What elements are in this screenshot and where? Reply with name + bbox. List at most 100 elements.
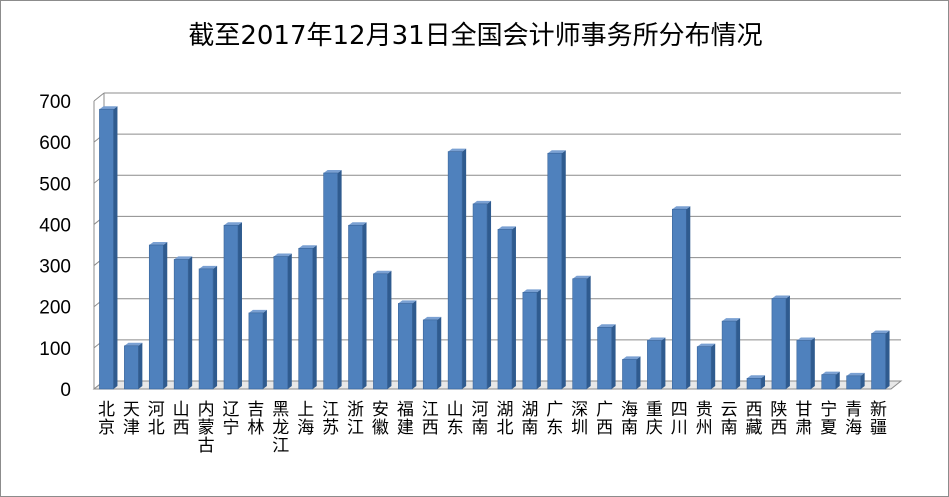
bar-side bbox=[262, 309, 267, 389]
y-tick-label: 500 bbox=[39, 174, 71, 195]
bar-top bbox=[273, 253, 292, 257]
bar-top bbox=[174, 256, 193, 260]
bar-front bbox=[771, 298, 787, 390]
bar-front bbox=[622, 359, 637, 390]
bar-front bbox=[647, 340, 662, 390]
x-tick-label: 新疆 bbox=[870, 400, 887, 438]
bar-side bbox=[163, 242, 168, 389]
bar-front bbox=[597, 326, 612, 390]
x-tick-label: 青海 bbox=[845, 400, 862, 438]
bar bbox=[323, 170, 342, 390]
bar-top bbox=[522, 289, 541, 293]
bar-side bbox=[761, 375, 766, 389]
bar-top bbox=[248, 309, 267, 313]
bar-top bbox=[323, 170, 342, 173]
x-axis-labels: 北京天津河北山西内蒙古辽宁吉林黑龙江上海江苏浙江安徽福建江西山东河南湖北湖南广东… bbox=[98, 400, 887, 456]
bar-front bbox=[348, 224, 363, 390]
gridline-side bbox=[93, 92, 105, 102]
bar bbox=[148, 242, 168, 390]
bar-side bbox=[511, 226, 516, 389]
bar-top bbox=[199, 265, 218, 269]
bar-front bbox=[273, 256, 289, 390]
y-tick-label: 200 bbox=[39, 298, 71, 319]
bar-front bbox=[547, 152, 563, 390]
x-tick-label: 河南 bbox=[472, 400, 489, 438]
bar bbox=[398, 300, 417, 390]
bar-side bbox=[462, 148, 467, 389]
y-tick-label: 300 bbox=[39, 257, 71, 278]
bar bbox=[223, 222, 242, 390]
bar bbox=[124, 342, 143, 390]
bar bbox=[248, 309, 267, 390]
x-tick-label: 辽宁 bbox=[222, 400, 239, 438]
bar-side bbox=[337, 170, 342, 389]
bar-front bbox=[721, 320, 737, 390]
bar-front bbox=[422, 319, 438, 390]
bar bbox=[273, 253, 292, 390]
bar-front bbox=[871, 333, 886, 390]
bar-side bbox=[661, 337, 666, 389]
bar-side bbox=[487, 200, 492, 389]
bar-front bbox=[472, 203, 488, 390]
bar-top bbox=[423, 316, 442, 320]
bar-top bbox=[821, 371, 840, 375]
bar-top bbox=[622, 356, 641, 360]
bar-side bbox=[711, 343, 716, 389]
bar bbox=[622, 356, 641, 390]
x-tick-label: 云南 bbox=[721, 400, 738, 438]
bar-top bbox=[149, 242, 168, 245]
bar-front bbox=[124, 345, 139, 390]
bar-top bbox=[697, 343, 716, 347]
bar bbox=[597, 324, 616, 390]
x-tick-label: 深圳 bbox=[571, 400, 588, 438]
bar-side bbox=[636, 356, 641, 389]
bar bbox=[522, 289, 541, 390]
bar-side bbox=[237, 222, 242, 389]
bar-front bbox=[522, 292, 538, 390]
bar-front bbox=[572, 278, 587, 390]
bar-front bbox=[298, 247, 314, 390]
bar-side bbox=[860, 372, 865, 389]
bar-top bbox=[497, 226, 516, 230]
bar-top bbox=[796, 337, 815, 341]
y-tick-label: 0 bbox=[60, 380, 71, 401]
bar-top bbox=[124, 342, 143, 346]
bar-front bbox=[398, 303, 413, 390]
bar bbox=[99, 106, 118, 390]
bar-front bbox=[696, 346, 712, 390]
x-tick-label: 江苏 bbox=[322, 400, 339, 438]
bar-front bbox=[198, 268, 214, 390]
bar-front bbox=[746, 378, 762, 390]
bar-front bbox=[373, 273, 388, 390]
bar-top bbox=[871, 330, 890, 334]
bar-top bbox=[99, 106, 118, 110]
bar bbox=[472, 200, 492, 390]
chart-title: 截至2017年12月31日全国会计师事务所分布情况 bbox=[1, 15, 949, 52]
x-tick-label: 广东 bbox=[546, 400, 563, 438]
bar-side bbox=[387, 270, 392, 389]
x-tick-label: 陕西 bbox=[770, 400, 787, 438]
x-tick-label: 宁夏 bbox=[820, 400, 837, 438]
bar bbox=[771, 295, 790, 390]
bar-front bbox=[796, 340, 812, 390]
bar bbox=[422, 316, 442, 390]
bar-front bbox=[497, 229, 513, 390]
x-tick-label: 吉林 bbox=[247, 400, 264, 438]
bar-front bbox=[99, 108, 114, 390]
bar bbox=[547, 150, 566, 390]
bar-top bbox=[672, 206, 691, 210]
x-tick-label: 四川 bbox=[671, 400, 688, 438]
bar-top bbox=[398, 300, 417, 304]
bar-side bbox=[362, 222, 367, 389]
bar-side bbox=[686, 206, 691, 389]
bar-side bbox=[536, 289, 541, 389]
bar bbox=[647, 337, 666, 390]
bar bbox=[497, 226, 516, 390]
bar bbox=[696, 343, 716, 390]
bar-top bbox=[597, 324, 616, 328]
bar bbox=[198, 265, 218, 390]
bar-front bbox=[323, 172, 338, 390]
bar-top bbox=[348, 222, 367, 226]
bar-front bbox=[671, 208, 687, 390]
